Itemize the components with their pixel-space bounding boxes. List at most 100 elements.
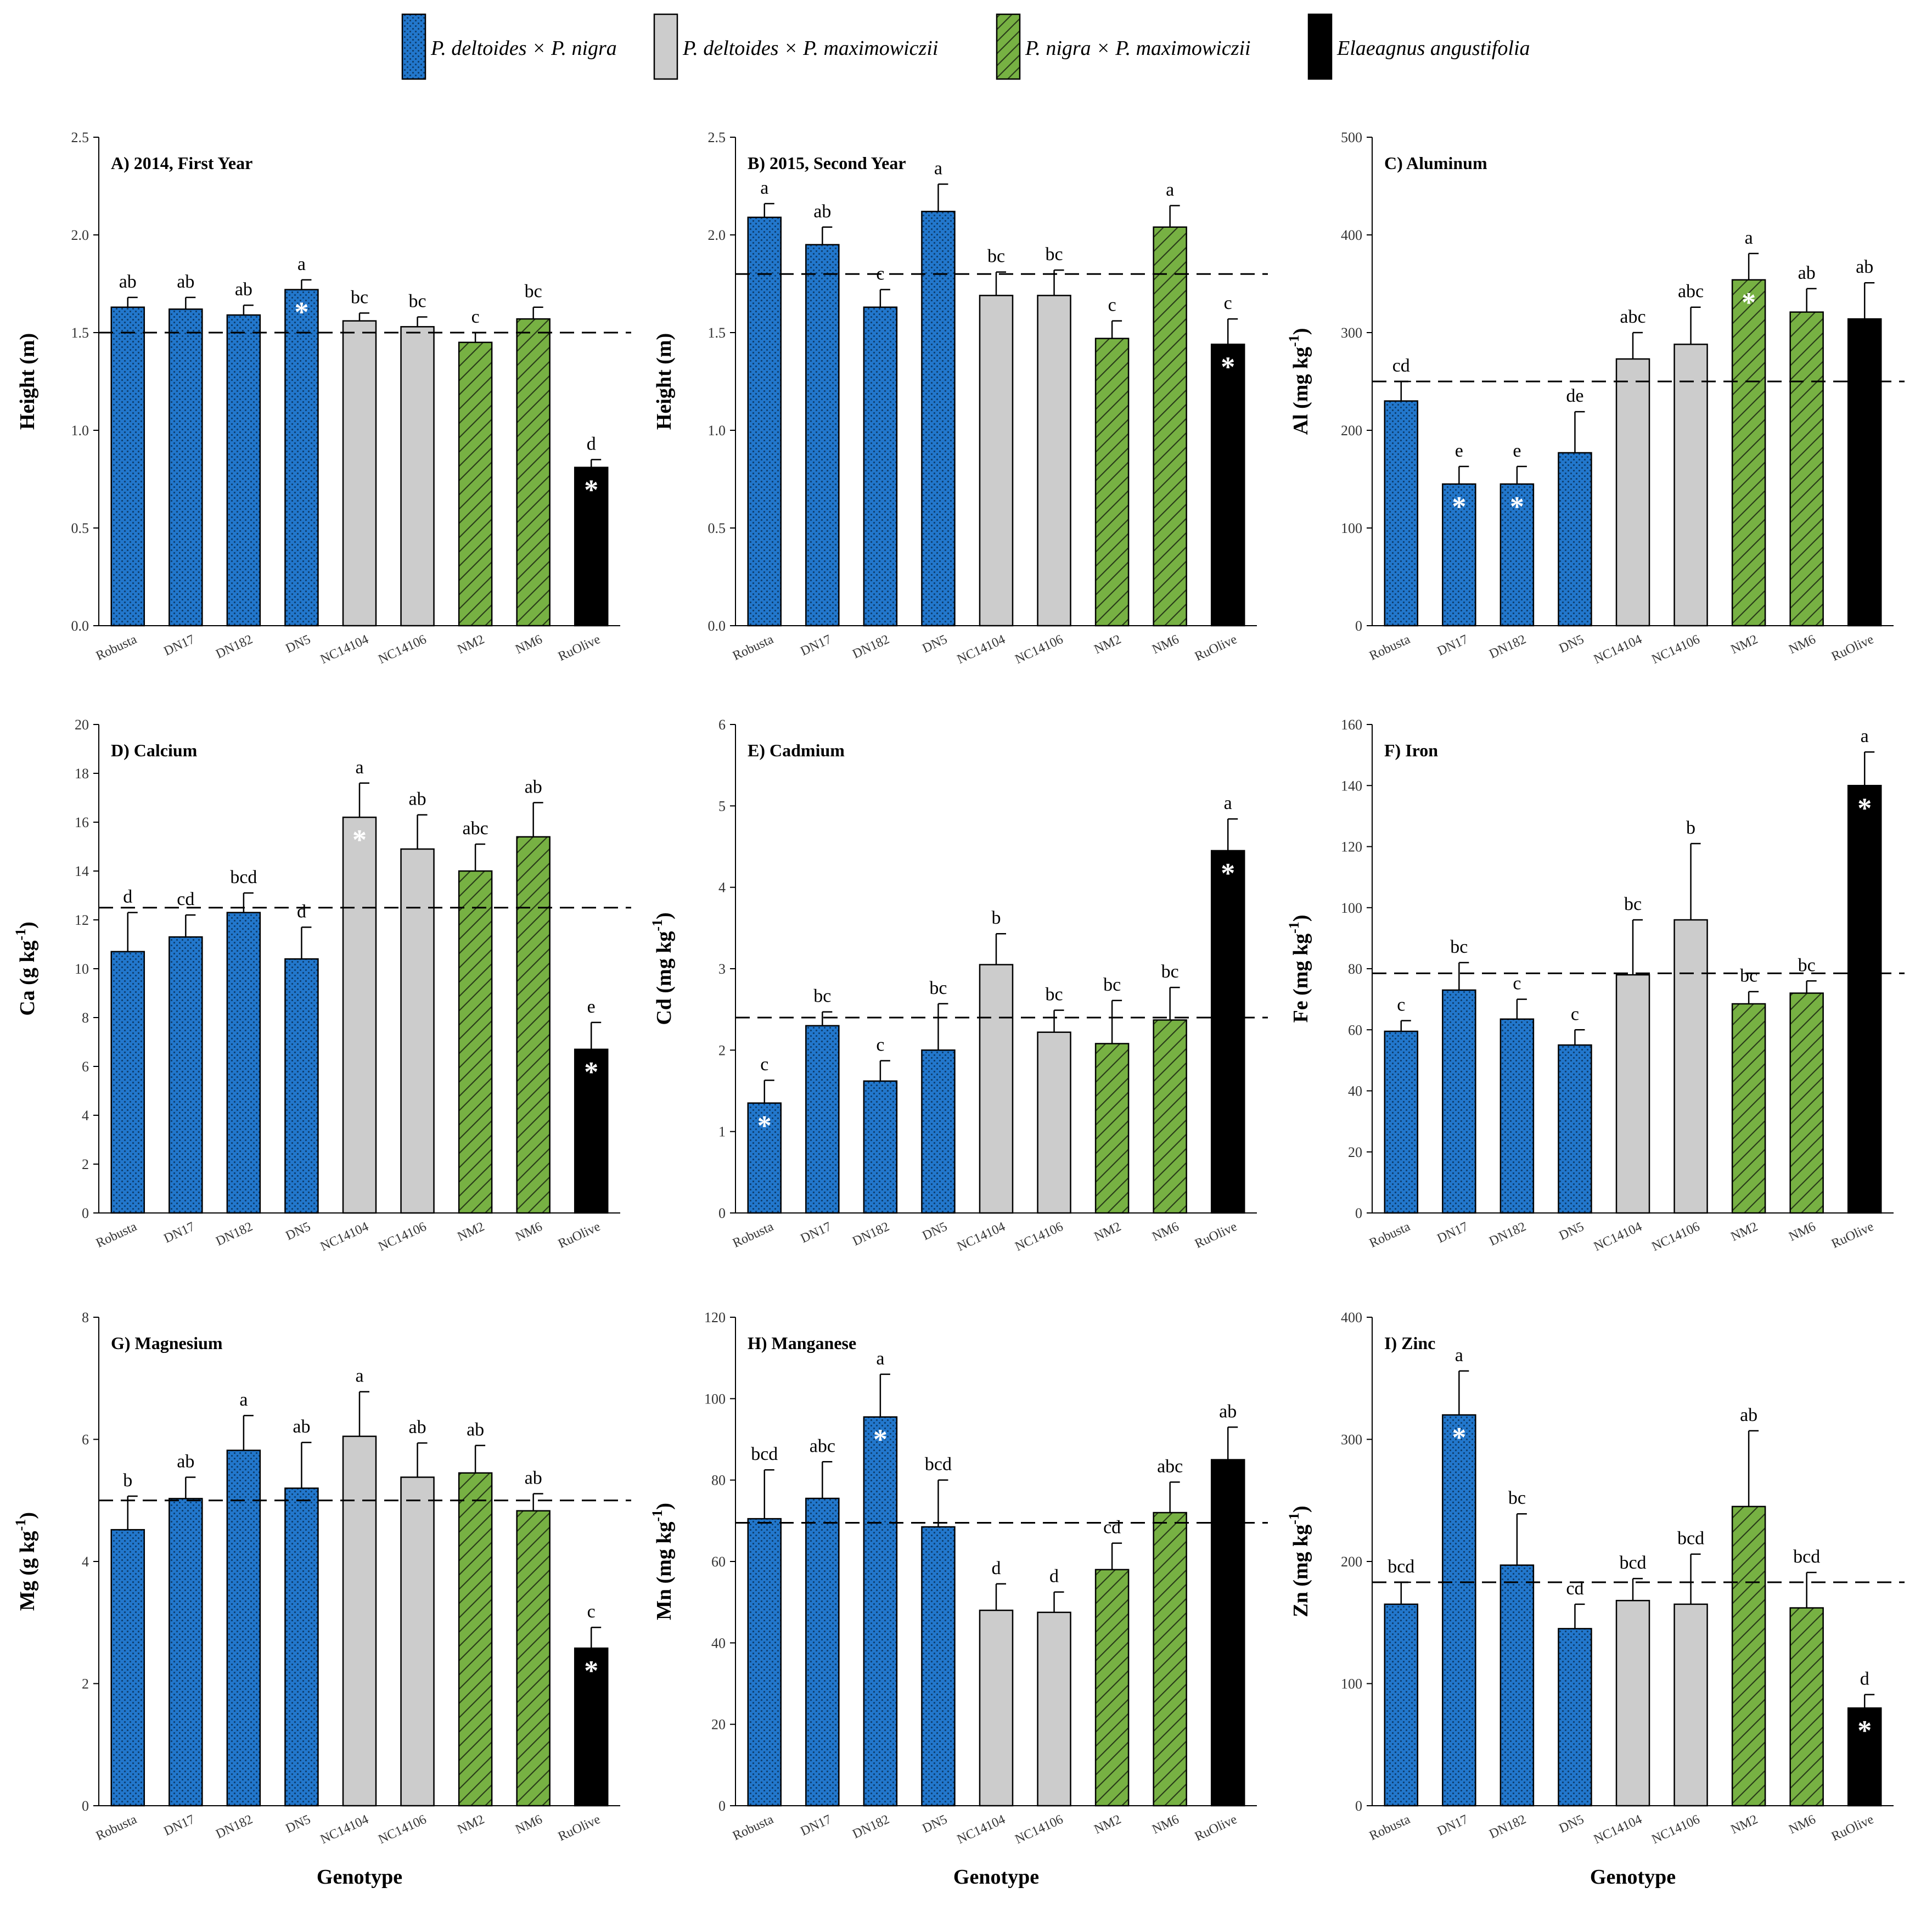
x-tick-label: DN5	[920, 1220, 950, 1243]
significance-asterisk: *	[1857, 793, 1872, 824]
significance-letter: abc	[1678, 282, 1704, 302]
significance-letter: d	[297, 901, 306, 922]
significance-letter: a	[355, 757, 363, 778]
significance-letter: cd	[177, 889, 194, 909]
bar-DN5	[284, 958, 319, 1214]
bar-DN17	[805, 1497, 840, 1807]
bar-DN182	[226, 1450, 261, 1807]
significance-asterisk: *	[352, 824, 367, 856]
x-tick-label: NM2	[456, 1220, 487, 1244]
y-tick-label: 4	[718, 880, 726, 896]
x-tick-label: NM2	[1729, 1220, 1760, 1244]
x-tick-label: NM6	[1150, 1812, 1181, 1837]
significance-letter: abc	[1157, 1456, 1183, 1476]
legend-deltoides-nigra: P. deltoides × P. nigra	[401, 13, 617, 80]
significance-letter: e	[587, 997, 596, 1017]
bar-DN5	[921, 1049, 956, 1214]
x-tick-label: DN17	[162, 1812, 197, 1839]
significance-letter: d	[587, 434, 596, 454]
x-tick-label: DN182	[1487, 632, 1528, 661]
significance-asterisk: *	[294, 297, 308, 328]
chart-panel-B: 0.0 0.5 1.0 1.5 2.0 2.5 Height (m) B) 2015, Sec…	[653, 130, 1268, 667]
x-tick-label: Robusta	[731, 1812, 776, 1844]
x-tick-label: NM6	[513, 632, 544, 657]
bar-DN17	[169, 1498, 203, 1807]
significance-asterisk: *	[1452, 491, 1466, 523]
y-tick-label: 20	[75, 717, 89, 733]
x-tick-label: NC14106	[1650, 1812, 1703, 1847]
x-tick-label: RuOlive	[556, 632, 603, 664]
significance-letter: bc	[1508, 1488, 1526, 1508]
significance-letter: a	[760, 178, 768, 198]
legend-nigra-maximowiczii: P. nigra × P. maximowiczii	[996, 13, 1251, 80]
y-tick-label: 100	[1341, 520, 1362, 536]
y-axis-label: Height (m)	[16, 333, 39, 430]
bar-DN5	[284, 1487, 319, 1807]
significance-letter: bcd	[925, 1454, 952, 1475]
x-tick-label: Robusta	[1367, 632, 1413, 664]
significance-letter: cd	[1392, 356, 1410, 376]
significance-letter: bc	[1046, 244, 1063, 265]
bar-DN17	[169, 936, 203, 1214]
bar-NC14106	[400, 326, 435, 627]
x-tick-label: DN17	[1435, 1812, 1470, 1839]
y-tick-label: 2.5	[708, 130, 726, 145]
y-tick-label: 100	[1341, 900, 1362, 916]
bar-NM6	[1789, 992, 1824, 1214]
bar-DN17	[169, 308, 203, 627]
significance-letter: a	[297, 254, 306, 274]
y-tick-label: 10	[75, 961, 89, 977]
y-tick-label: 1.5	[708, 325, 726, 341]
y-tick-label: 16	[75, 814, 89, 830]
significance-asterisk: *	[1221, 858, 1235, 889]
significance-letter: ab	[467, 1420, 484, 1440]
x-tick-label: RuOlive	[1193, 1220, 1239, 1251]
y-tick-label: 8	[82, 1010, 89, 1026]
bar-DN17	[1442, 1414, 1476, 1807]
x-tick-label: DN17	[799, 632, 834, 659]
y-tick-label: 5	[718, 798, 726, 814]
bar-NM2	[458, 870, 493, 1214]
significance-letter: a	[1455, 1345, 1463, 1366]
bar-Robusta	[1384, 1603, 1419, 1807]
y-tick-label: 160	[1341, 717, 1362, 733]
y-tick-label: 0.5	[71, 520, 89, 536]
bar-Robusta	[110, 951, 145, 1214]
x-tick-label: DN182	[850, 1220, 891, 1249]
x-tick-label: NC14104	[955, 1220, 1008, 1254]
significance-letter: bc	[525, 282, 542, 302]
x-tick-label: NC14104	[955, 632, 1008, 667]
legend-label: Elaeagnus angustifolia	[1336, 37, 1530, 60]
significance-asterisk: *	[1221, 351, 1235, 383]
significance-letter: c	[471, 307, 480, 327]
x-tick-label: Robusta	[94, 1812, 139, 1844]
bar-RuOlive	[574, 467, 609, 627]
x-tick-label: DN17	[799, 1220, 834, 1246]
significance-letter: bc	[987, 246, 1005, 267]
y-tick-label: 80	[1348, 961, 1362, 977]
x-tick-label: DN17	[799, 1812, 834, 1839]
significance-letter: bc	[1103, 975, 1121, 995]
y-tick-label: 1.5	[71, 325, 89, 341]
x-tick-label: RuOlive	[1193, 1812, 1239, 1844]
significance-letter: e	[1513, 441, 1521, 461]
bar-DN182	[226, 314, 261, 627]
bar-DN5	[284, 289, 319, 627]
significance-letter: b	[992, 908, 1001, 928]
y-tick-label: 120	[704, 1310, 726, 1325]
y-tick-label: 0	[1355, 1205, 1362, 1221]
significance-asterisk: *	[584, 475, 598, 506]
significance-letter: bcd	[1619, 1553, 1646, 1573]
significance-letter: c	[1571, 1004, 1579, 1024]
bar-RuOlive	[1847, 1707, 1882, 1807]
bar-NM2	[1094, 1043, 1130, 1214]
y-tick-label: 8	[82, 1310, 89, 1325]
bar-Robusta	[110, 306, 145, 627]
significance-letter: de	[1566, 386, 1583, 406]
chart-panel-A: 0.0 0.5 1.0 1.5 2.0 2.5 Height (m) A) 2014, Fir…	[16, 130, 631, 667]
y-tick-label: 4	[82, 1108, 89, 1123]
y-tick-label: 120	[1341, 839, 1362, 855]
y-tick-label: 18	[75, 766, 89, 782]
bar-NM2	[458, 341, 493, 627]
y-tick-label: 400	[1341, 227, 1362, 243]
